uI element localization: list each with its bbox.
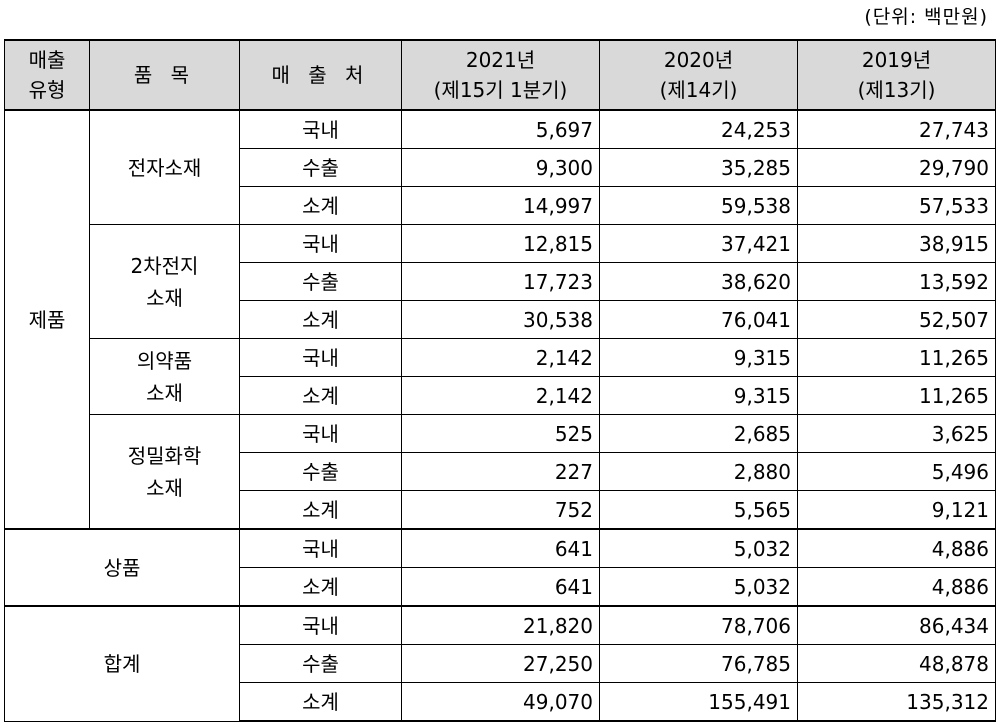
item-battery: 2차전지 소재 [89, 224, 240, 339]
value-2019: 52,507 [797, 300, 996, 339]
value-2019: 9,121 [797, 490, 996, 530]
value-2020: 24,253 [599, 109, 798, 149]
destination-cell: 국내 [239, 224, 402, 263]
table-row: 합계 국내 21,820 78,706 86,434 [4, 605, 996, 722]
unit-label: (단위: 백만원) [864, 6, 988, 28]
value-2021: 2,142 [401, 338, 600, 377]
value-2020: 155,491 [599, 682, 798, 722]
table-row: 소계 49,070 155,491 135,312 [5, 682, 996, 722]
destination-cell: 소계 [239, 567, 402, 607]
value-2020: 5,032 [599, 567, 798, 607]
group-product: 제품 [4, 109, 90, 530]
item-electronic: 전자소재 [89, 109, 240, 225]
table-row: 수출 17,723 38,620 13,592 [5, 262, 996, 301]
value-2020: 38,620 [599, 262, 798, 301]
group-goods: 상품 [4, 528, 240, 607]
table-row: 수출 227 2,880 5,496 [5, 452, 996, 491]
header-2021: 2021년 (제15기 1분기) [401, 39, 600, 111]
value-2019: 38,915 [797, 224, 996, 263]
destination-cell: 소계 [239, 186, 402, 225]
value-2019: 57,533 [797, 186, 996, 225]
value-2019: 48,878 [797, 644, 996, 683]
value-2021: 525 [401, 414, 600, 453]
item-pharma: 의약품 소재 [89, 338, 240, 415]
value-2021: 2,142 [401, 376, 600, 415]
value-2020: 76,041 [599, 300, 798, 339]
header-2019: 2019년 (제13기) [797, 39, 996, 111]
table-row: 2차전지 소재 국내 12,815 37,421 38,915 [5, 224, 996, 339]
value-2021: 752 [401, 490, 600, 530]
destination-cell: 수출 [239, 644, 402, 683]
table-row: 제품 전자소재 국내 5,697 24,253 27,743 [4, 109, 996, 530]
destination-cell: 소계 [239, 682, 402, 722]
value-2020: 2,880 [599, 452, 798, 491]
destination-cell: 수출 [239, 452, 402, 491]
value-2019: 11,265 [797, 338, 996, 377]
value-2019: 13,592 [797, 262, 996, 301]
value-2021: 49,070 [401, 682, 600, 722]
value-2019: 4,886 [797, 567, 996, 607]
header-2020: 2020년 (제14기) [599, 39, 798, 111]
destination-cell: 국내 [239, 528, 402, 568]
destination-cell: 국내 [239, 338, 402, 377]
destination-cell: 국내 [239, 605, 402, 645]
value-2020: 76,785 [599, 644, 798, 683]
value-2020: 35,285 [599, 148, 798, 187]
value-2020: 37,421 [599, 224, 798, 263]
table-row: 상품 국내 641 5,032 4,886 [4, 528, 996, 607]
destination-cell: 소계 [239, 490, 402, 530]
destination-cell: 국내 [239, 414, 402, 453]
value-2021: 27,250 [401, 644, 600, 683]
destination-cell: 수출 [239, 148, 402, 187]
table-row: 수출 27,250 76,785 48,878 [5, 644, 996, 683]
value-2019: 3,625 [797, 414, 996, 453]
value-2020: 5,565 [599, 490, 798, 530]
value-2020: 59,538 [599, 186, 798, 225]
value-2019: 86,434 [797, 605, 996, 645]
value-2020: 9,315 [599, 338, 798, 377]
value-2020: 2,685 [599, 414, 798, 453]
value-2021: 9,300 [401, 148, 600, 187]
header-sales-type: 매출 유형 [4, 39, 90, 111]
value-2021: 227 [401, 452, 600, 491]
value-2021: 21,820 [401, 605, 600, 645]
destination-cell: 소계 [239, 300, 402, 339]
header-item: 품 목 [89, 39, 240, 111]
group-total: 합계 [4, 605, 240, 722]
value-2019: 4,886 [797, 528, 996, 568]
value-2019: 27,743 [797, 109, 996, 149]
value-2021: 12,815 [401, 224, 600, 263]
value-2019: 11,265 [797, 376, 996, 415]
header-destination: 매 출 처 [239, 39, 402, 111]
value-2021: 641 [401, 567, 600, 607]
item-fine-chemical: 정밀화학 소재 [89, 414, 240, 530]
table-row: 소계 2,142 9,315 11,265 [5, 376, 996, 415]
destination-cell: 수출 [239, 262, 402, 301]
value-2019: 5,496 [797, 452, 996, 491]
destination-cell: 국내 [239, 109, 402, 149]
value-2019: 135,312 [797, 682, 996, 722]
value-2021: 5,697 [401, 109, 600, 149]
value-2020: 9,315 [599, 376, 798, 415]
value-2021: 14,997 [401, 186, 600, 225]
table-header-row: 매출 유형 품 목 매 출 처 2021년 (제15기 1분기) 2020년 (… [4, 39, 996, 111]
value-2019: 29,790 [797, 148, 996, 187]
value-2021: 17,723 [401, 262, 600, 301]
value-2020: 78,706 [599, 605, 798, 645]
sales-table: 매출 유형 품 목 매 출 처 2021년 (제15기 1분기) 2020년 (… [4, 39, 996, 722]
destination-cell: 소계 [239, 376, 402, 415]
table-row: 의약품 소재 국내 2,142 9,315 11,265 [5, 338, 996, 415]
value-2021: 641 [401, 528, 600, 568]
value-2021: 30,538 [401, 300, 600, 339]
table-row: 소계 30,538 76,041 52,507 [5, 300, 996, 339]
value-2020: 5,032 [599, 528, 798, 568]
table-row: 소계 752 5,565 9,121 [5, 490, 996, 530]
table-row: 정밀화학 소재 국내 525 2,685 3,625 [5, 414, 996, 530]
